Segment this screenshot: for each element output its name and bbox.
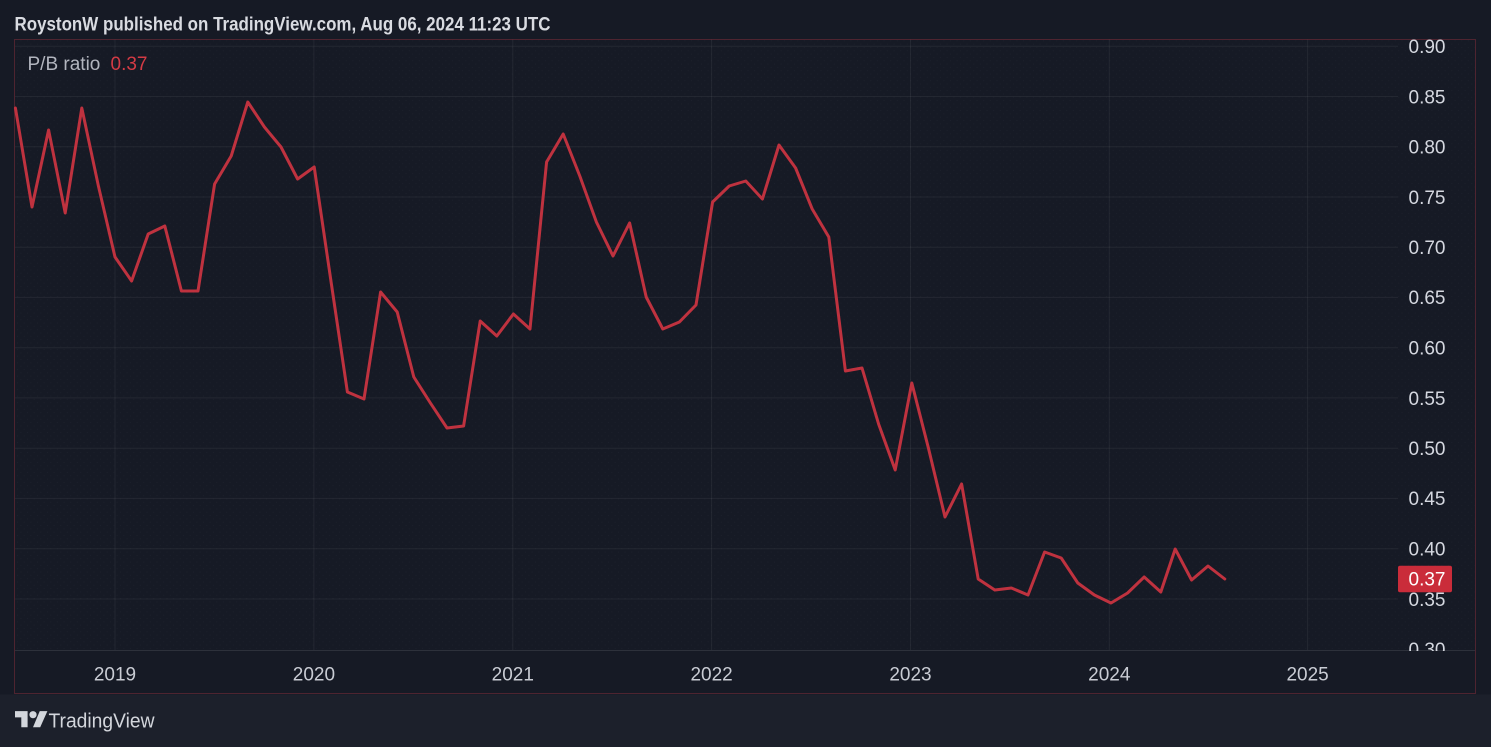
svg-text:0.40: 0.40 bbox=[1409, 540, 1446, 561]
svg-text:0.75: 0.75 bbox=[1409, 188, 1446, 209]
svg-text:2025: 2025 bbox=[1286, 664, 1328, 685]
svg-text:0.70: 0.70 bbox=[1409, 238, 1446, 259]
svg-text:0.30: 0.30 bbox=[1409, 640, 1446, 661]
svg-text:2024: 2024 bbox=[1088, 664, 1131, 685]
svg-text:0.45: 0.45 bbox=[1409, 489, 1446, 510]
svg-text:0.55: 0.55 bbox=[1409, 389, 1446, 410]
svg-text:0.37: 0.37 bbox=[111, 54, 148, 75]
svg-text:0.85: 0.85 bbox=[1409, 87, 1446, 108]
svg-text:TradingView: TradingView bbox=[49, 710, 156, 732]
svg-text:0.90: 0.90 bbox=[1409, 37, 1446, 58]
svg-text:P/B ratio: P/B ratio bbox=[28, 54, 101, 75]
svg-text:2023: 2023 bbox=[889, 664, 931, 685]
svg-text:2022: 2022 bbox=[690, 664, 732, 685]
svg-text:0.60: 0.60 bbox=[1409, 339, 1446, 360]
svg-text:2020: 2020 bbox=[293, 664, 335, 685]
svg-text:0.37: 0.37 bbox=[1409, 570, 1446, 591]
svg-text:2019: 2019 bbox=[94, 664, 136, 685]
svg-text:0.65: 0.65 bbox=[1409, 288, 1446, 309]
svg-text:RoystonW published on TradingV: RoystonW published on TradingView.com, A… bbox=[15, 15, 551, 36]
svg-text:0.35: 0.35 bbox=[1409, 590, 1446, 611]
svg-text:0.50: 0.50 bbox=[1409, 439, 1446, 460]
svg-text:0.80: 0.80 bbox=[1409, 138, 1446, 159]
svg-text:2021: 2021 bbox=[492, 664, 534, 685]
